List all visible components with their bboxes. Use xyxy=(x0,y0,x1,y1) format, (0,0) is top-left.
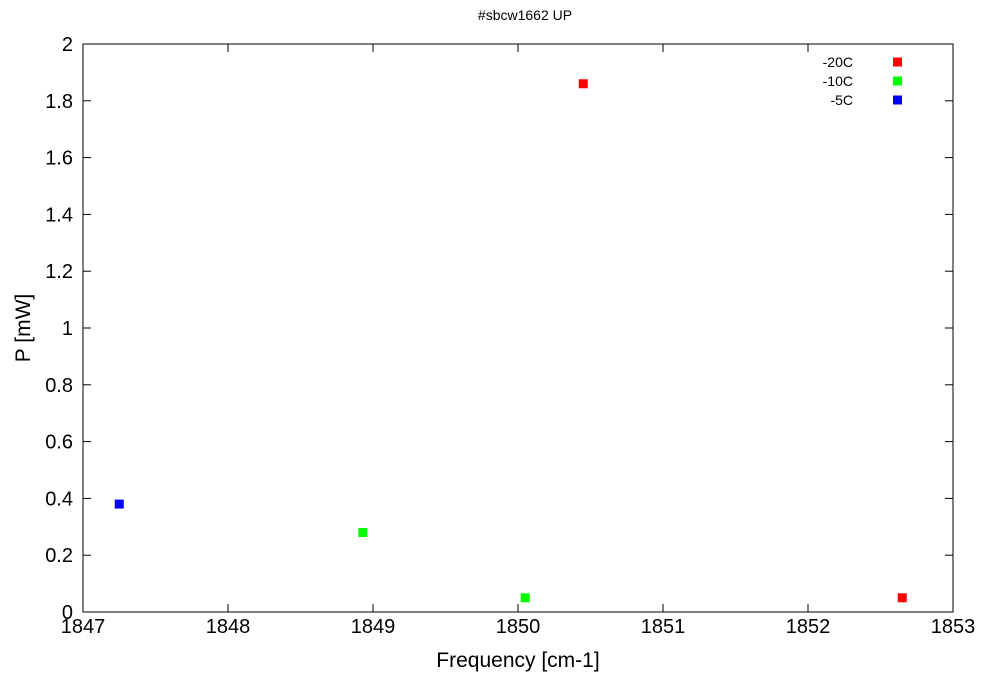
y-tick-label: 1.4 xyxy=(45,204,73,226)
data-point--5C xyxy=(114,499,124,509)
x-axis-label: Frequency [cm-1] xyxy=(436,649,599,672)
y-tick-label: 2 xyxy=(62,34,73,56)
x-axis: 1847 1848 1849 1850 1851 1852 1853 xyxy=(61,44,976,638)
y-axis-label: P [mW] xyxy=(12,294,35,362)
legend-label: -20C xyxy=(823,54,853,70)
legend-label: -5C xyxy=(830,92,853,108)
legend: -20C -10C -5C xyxy=(823,54,902,108)
x-tick-label: 1848 xyxy=(206,616,251,638)
data-points xyxy=(114,79,907,603)
legend-marker xyxy=(893,95,902,105)
y-tick-label: 0.2 xyxy=(45,545,73,567)
legend-label: -10C xyxy=(823,73,853,89)
y-tick-label: 1.8 xyxy=(45,91,73,113)
x-tick-label: 1852 xyxy=(786,616,831,638)
data-point--20C xyxy=(897,593,907,603)
x-tick-label: 1847 xyxy=(61,616,106,638)
legend-marker xyxy=(893,57,902,67)
legend-marker xyxy=(893,76,902,86)
data-point--20C xyxy=(578,79,588,89)
y-tick-label: 0.4 xyxy=(45,488,73,510)
x-tick-label: 1850 xyxy=(496,616,541,638)
y-axis: 0 0.2 0.4 0.6 0.8 1 1.2 1.4 1.6 1.8 2 xyxy=(45,34,953,624)
x-tick-label: 1853 xyxy=(931,616,976,638)
plot-area xyxy=(82,43,954,613)
data-point--10C xyxy=(358,527,368,537)
y-tick-label: 1 xyxy=(62,318,73,340)
y-tick-label: 1.2 xyxy=(45,261,73,283)
x-tick-label: 1849 xyxy=(351,616,396,638)
y-tick-label: 0 xyxy=(62,602,73,624)
chart-title: #sbcw1662 UP xyxy=(478,7,572,23)
data-point--10C xyxy=(520,593,530,603)
y-tick-label: 1.6 xyxy=(45,148,73,170)
y-tick-label: 0.6 xyxy=(45,432,73,454)
x-tick-label: 1851 xyxy=(641,616,686,638)
y-tick-label: 0.8 xyxy=(45,375,73,397)
